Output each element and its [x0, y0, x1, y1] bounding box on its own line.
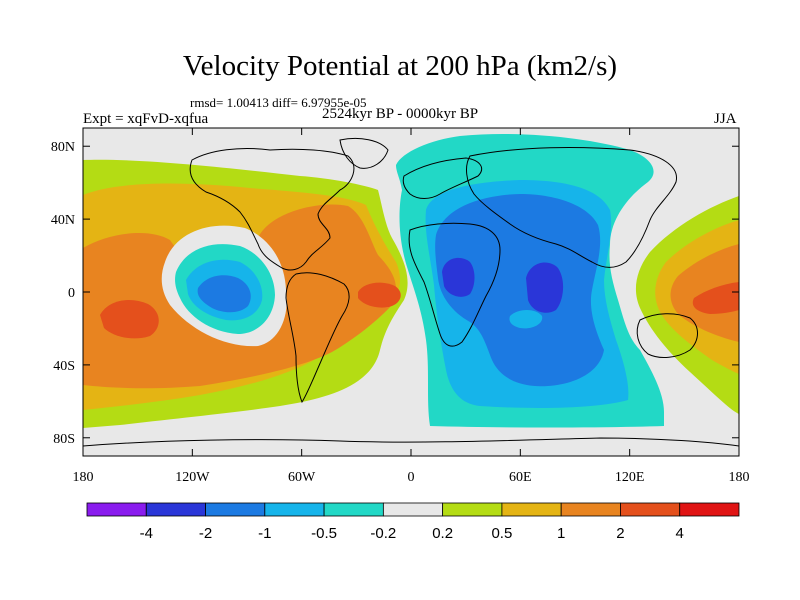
- colorbar-swatch: [560, 502, 621, 517]
- period-label: 2524kyr BP - 0000kyr BP: [322, 106, 479, 122]
- contour-positive-2-central-pacific: [100, 299, 159, 339]
- plot-title: Velocity Potential at 200 hPa (km2/s): [182, 50, 618, 82]
- colorbar-label: 0.5: [491, 525, 512, 542]
- colorbar-swatch: [86, 502, 147, 517]
- season-label: JJA: [714, 111, 737, 127]
- coastline-australia: [636, 313, 698, 358]
- colorbar-label: 1: [557, 525, 565, 542]
- y-tick-label: 40N: [51, 213, 75, 228]
- colorbar-swatch: [620, 502, 681, 517]
- contour-positive-2-tropical-atlantic: [358, 282, 401, 308]
- contour-negative-0.5-patch: [509, 310, 543, 329]
- colorbar-label: -4: [140, 525, 153, 542]
- coastline-greenland: [339, 137, 389, 169]
- colorbar-swatch: [205, 502, 266, 517]
- experiment-label: Expt = xqFvD-xqfua: [83, 111, 209, 127]
- x-tick-label: 120W: [175, 470, 210, 485]
- map-axes: 180 120W 60W 0 60E 120E 180 80N 40N 0 40S 80S: [51, 128, 750, 485]
- coastline-europe: [402, 157, 482, 199]
- x-tick-label: 180: [729, 470, 750, 485]
- colorbar-swatch: [145, 502, 206, 517]
- contour-positive-2-west-pacific: [692, 282, 739, 314]
- y-tick-label: 40S: [53, 359, 75, 374]
- colorbar-label: -0.5: [311, 525, 337, 542]
- statistics-label: rmsd= 1.00413 diff= 6.97955e-05: [190, 95, 367, 110]
- coastline-asia: [466, 147, 677, 268]
- x-tick-label: 180: [73, 470, 94, 485]
- coastline-antarctica: [83, 437, 739, 447]
- colorbar: -4 -2 -1 -0.5 -0.2 0.2 0.5 1 2 4: [86, 502, 740, 542]
- y-tick-label: 80N: [51, 140, 75, 155]
- colorbar-label: 2: [616, 525, 624, 542]
- contour-negative-2-indian-ocean: [526, 262, 564, 313]
- colorbar-swatch: [442, 502, 503, 517]
- y-tick-label: 0: [68, 286, 75, 301]
- colorbar-swatch: [679, 502, 740, 517]
- contour-negative-1-east-pacific: [197, 275, 251, 313]
- colorbar-label: -2: [199, 525, 212, 542]
- x-tick-label: 0: [408, 470, 415, 485]
- colorbar-swatch: [264, 502, 325, 517]
- coastlines: [83, 137, 739, 447]
- y-tick-label: 80S: [53, 432, 75, 447]
- colorbar-label: -0.2: [370, 525, 396, 542]
- coastline-south-america: [285, 272, 350, 404]
- coastline-north-america: [189, 148, 355, 271]
- coastline-africa: [408, 222, 501, 347]
- colorbar-label: 4: [676, 525, 684, 542]
- colorbar-label: -1: [258, 525, 271, 542]
- x-tick-label: 60W: [288, 470, 316, 485]
- contour-negative-2-africa: [442, 257, 475, 297]
- x-tick-label: 120E: [615, 470, 645, 485]
- contour-negative-1-eastern: [435, 194, 604, 387]
- colorbar-swatch: [382, 502, 444, 517]
- colorbar-swatch: [323, 502, 384, 517]
- x-tick-label: 60E: [509, 470, 532, 485]
- contour-map: [83, 128, 739, 456]
- colorbar-swatch: [501, 502, 562, 517]
- colorbar-label: 0.2: [432, 525, 453, 542]
